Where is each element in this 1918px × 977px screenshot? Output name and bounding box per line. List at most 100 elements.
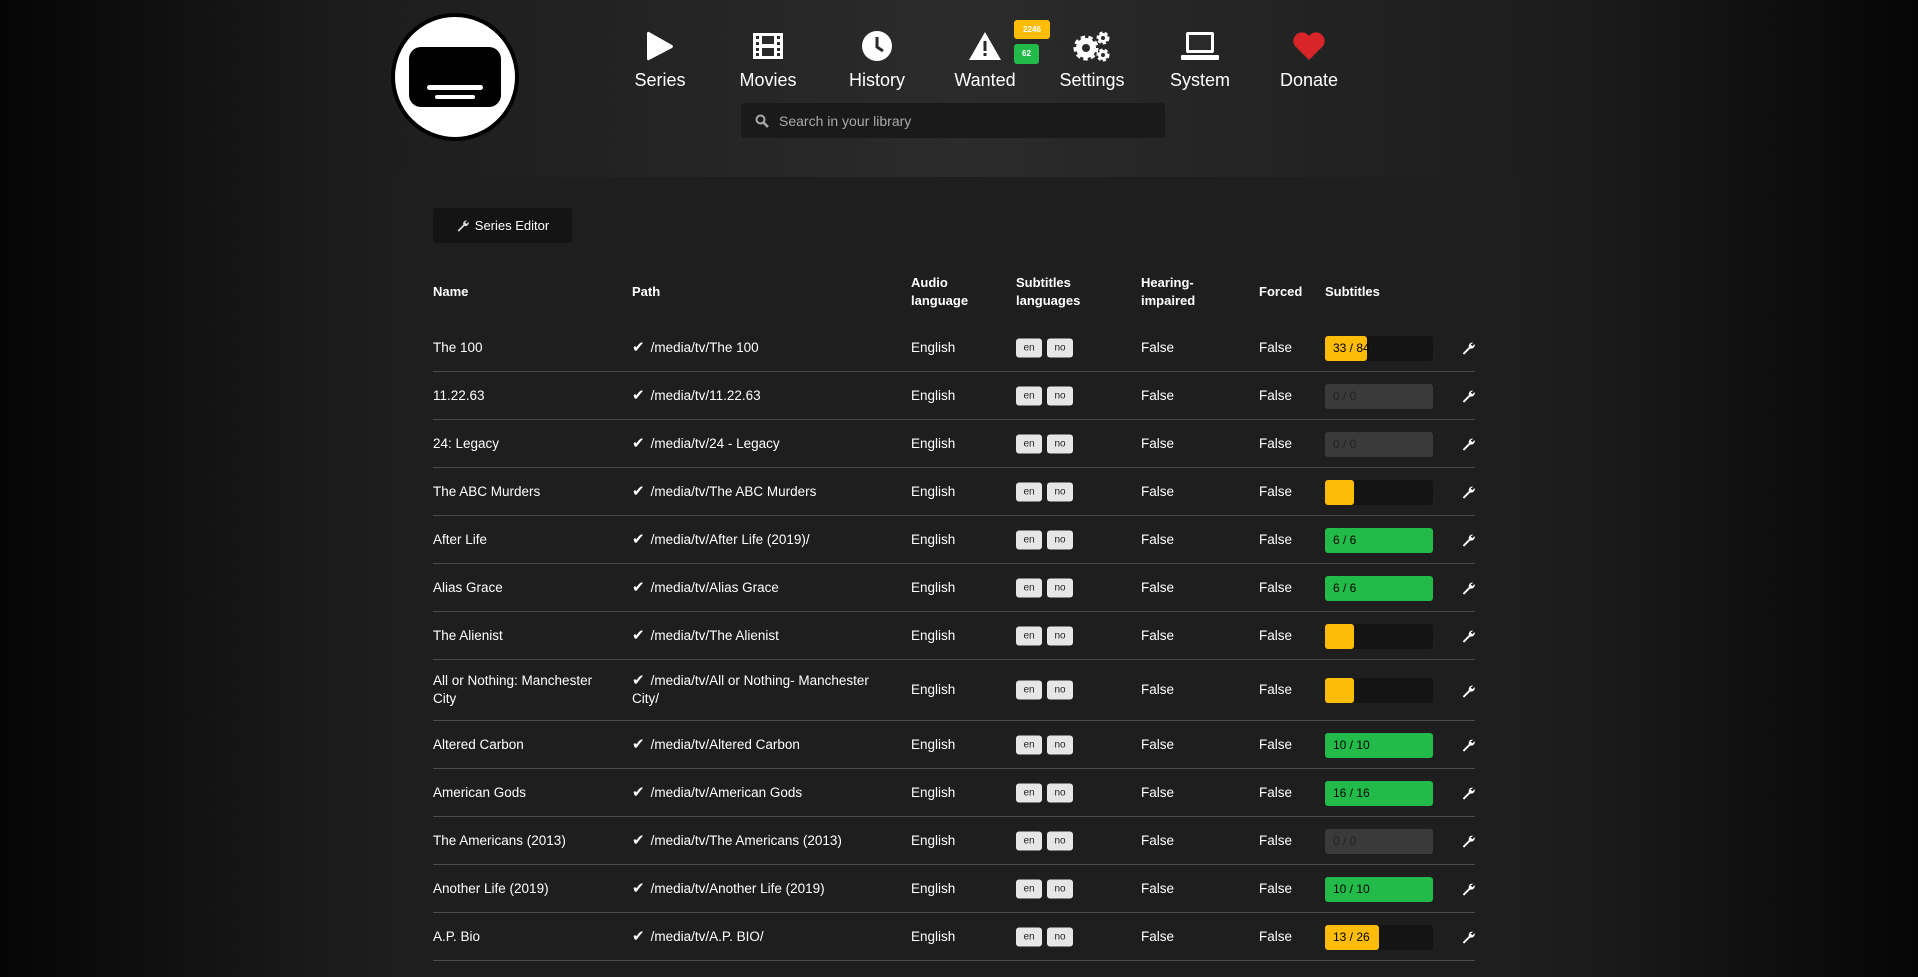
series-path: ✔ /media/tv/11.22.63: [632, 387, 872, 405]
edit-wrench-icon[interactable]: [1461, 341, 1475, 355]
hearing-impaired: False: [1141, 387, 1175, 403]
nav-system[interactable]: System: [1145, 28, 1255, 91]
edit-wrench-icon[interactable]: [1461, 629, 1475, 643]
audio-language: English: [911, 579, 956, 595]
forced: False: [1259, 579, 1293, 595]
series-name[interactable]: The 100: [433, 339, 483, 355]
table-row: A.P. Bio ✔ /media/tv/A.P. BIO/ English en…: [433, 913, 1475, 961]
series-name[interactable]: 11.22.63: [433, 387, 485, 403]
wrench-icon: [457, 220, 469, 232]
edit-wrench-icon[interactable]: [1461, 930, 1475, 944]
check-icon: ✔: [632, 386, 645, 404]
series-path: ✔ /media/tv/American Gods: [632, 784, 872, 802]
column-header[interactable]: Forced: [1259, 284, 1303, 299]
check-icon: ✔: [632, 783, 645, 801]
series-name[interactable]: Alias Grace: [433, 579, 503, 595]
forced: False: [1259, 736, 1293, 752]
subtitles-progress: [1325, 479, 1433, 505]
edit-wrench-icon[interactable]: [1461, 581, 1475, 595]
nav-label: Settings: [1059, 70, 1125, 90]
series-name[interactable]: 24: Legacy: [433, 435, 500, 451]
edit-wrench-icon[interactable]: [1461, 684, 1475, 698]
film-icon: [713, 28, 823, 64]
edit-wrench-icon[interactable]: [1461, 786, 1475, 800]
search-input[interactable]: [779, 112, 1159, 129]
app-logo[interactable]: [391, 13, 519, 141]
check-icon: ✔: [632, 626, 645, 644]
subtitle-languages: en no: [1016, 530, 1078, 549]
forced: False: [1259, 339, 1293, 355]
forced: False: [1259, 483, 1293, 499]
series-name[interactable]: Another Life (2019): [433, 880, 549, 896]
edit-wrench-icon[interactable]: [1461, 882, 1475, 896]
table-row: Another Life (2019) ✔ /media/tv/Another L…: [433, 865, 1475, 913]
progress-fill: [1325, 479, 1355, 505]
search-box[interactable]: [741, 103, 1165, 138]
edit-wrench-icon[interactable]: [1461, 389, 1475, 403]
search-icon: [755, 114, 769, 128]
series-path: ✔ /media/tv/After Life (2019)/: [632, 531, 872, 549]
lang-badge: en: [1016, 578, 1042, 597]
nav-wanted[interactable]: Wanted: [930, 28, 1040, 91]
series-name[interactable]: The Alienist: [433, 627, 503, 643]
progress-fill: [1325, 780, 1433, 806]
hearing-impaired: False: [1141, 579, 1175, 595]
column-header[interactable]: Hearing-impaired: [1141, 275, 1196, 308]
edit-wrench-icon[interactable]: [1461, 834, 1475, 848]
series-name[interactable]: A.P. Bio: [433, 928, 481, 944]
series-name[interactable]: The Americans (2013): [433, 832, 566, 848]
hearing-impaired: False: [1141, 483, 1175, 499]
subtitle-languages: en no: [1016, 626, 1078, 645]
nav-settings[interactable]: Settings: [1037, 28, 1147, 91]
nav-label: Wanted: [954, 70, 1016, 90]
check-icon: ✔: [632, 434, 645, 452]
series-editor-button[interactable]: Series Editor: [433, 208, 572, 243]
subtitles-progress: 13 / 26: [1325, 924, 1433, 950]
subtitles-progress: 10 / 10: [1325, 876, 1433, 902]
edit-wrench-icon[interactable]: [1461, 485, 1475, 499]
progress-text: 0 / 0: [1333, 436, 1357, 451]
lang-badge: no: [1047, 530, 1073, 549]
check-icon: ✔: [632, 482, 645, 500]
column-header[interactable]: Path: [632, 284, 661, 299]
table-row: 24: Legacy ✔ /media/tv/24 - Legacy Englis…: [433, 420, 1475, 468]
path-text: /media/tv/Altered Carbon: [650, 736, 800, 752]
subtitle-languages: en no: [1016, 879, 1078, 898]
lang-badge: en: [1016, 879, 1042, 898]
nav-donate[interactable]: Donate: [1254, 28, 1364, 91]
edit-wrench-icon[interactable]: [1461, 533, 1475, 547]
series-name[interactable]: Altered Carbon: [433, 736, 524, 752]
progress-text: 13 / 26: [1333, 929, 1370, 944]
lang-badge: no: [1047, 831, 1073, 850]
edit-wrench-icon[interactable]: [1461, 437, 1475, 451]
column-header[interactable]: Audio language: [911, 275, 969, 308]
forced: False: [1259, 435, 1293, 451]
audio-language: English: [911, 339, 956, 355]
lang-badge: no: [1047, 482, 1073, 501]
path-text: /media/tv/The Alienist: [650, 627, 779, 643]
hearing-impaired: False: [1141, 435, 1175, 451]
nav-history[interactable]: History: [822, 28, 932, 91]
series-name[interactable]: The ABC Murders: [433, 483, 541, 499]
table-row: The Americans (2013) ✔ /media/tv/The Amer…: [433, 817, 1475, 865]
edit-wrench-icon[interactable]: [1461, 738, 1475, 752]
subtitle-languages: en no: [1016, 482, 1078, 501]
column-header[interactable]: Subtitles languages: [1016, 275, 1081, 308]
lang-badge: en: [1016, 530, 1042, 549]
lang-badge: no: [1047, 680, 1073, 700]
subtitle-languages: en no: [1016, 434, 1078, 453]
series-name[interactable]: All or Nothing: Manchester City: [433, 673, 593, 706]
clock-icon: [822, 28, 932, 64]
series-name[interactable]: American Gods: [433, 784, 527, 800]
nav-movies[interactable]: Movies: [713, 28, 823, 91]
forced: False: [1259, 627, 1293, 643]
subtitle-languages: en no: [1016, 338, 1078, 357]
forced: False: [1259, 880, 1293, 896]
lang-badge: en: [1016, 831, 1042, 850]
column-header[interactable]: Subtitles: [1325, 284, 1380, 299]
column-header[interactable]: Name: [433, 284, 469, 299]
progress-fill: [1325, 924, 1379, 950]
series-name[interactable]: After Life: [433, 531, 488, 547]
nav-series[interactable]: Series: [605, 28, 715, 91]
progress-text: 0 / 0: [1333, 388, 1357, 403]
